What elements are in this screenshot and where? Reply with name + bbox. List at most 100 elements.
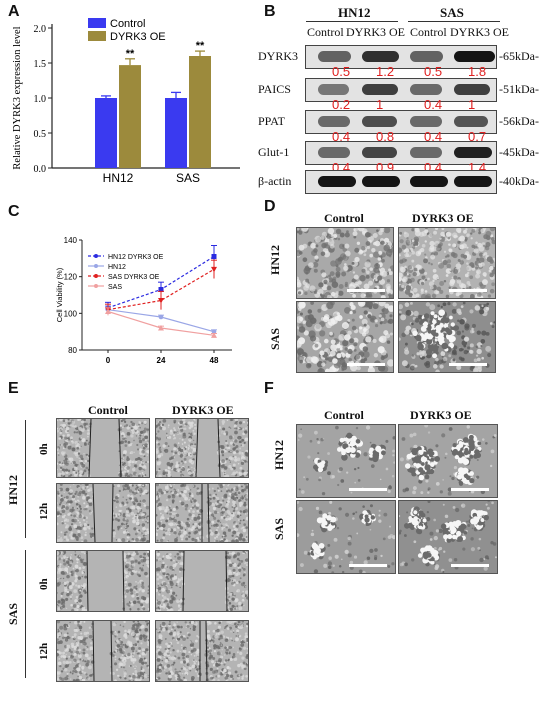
data-point xyxy=(158,325,164,331)
protein-band xyxy=(318,176,356,187)
protein-band xyxy=(362,176,400,187)
legend-marker xyxy=(94,274,98,278)
protein-band xyxy=(318,116,351,127)
group-label-hn12: HN12 xyxy=(338,5,371,20)
x-category-label: HN12 xyxy=(103,171,134,185)
lane-label-2: DYRK3 OE xyxy=(346,25,405,39)
protein-band xyxy=(410,147,443,158)
time-label-0h-sas: 0h xyxy=(38,578,50,590)
group-label-sas-e: SAS xyxy=(6,602,20,625)
quantification-value: 1 xyxy=(376,97,384,112)
col-label-oe-e: DYRK3 OE xyxy=(172,403,234,417)
micrograph-image xyxy=(57,419,149,477)
quantification-value: 0.4 xyxy=(332,129,351,144)
y-axis-label: Cell Viability (%) xyxy=(55,267,64,322)
micrograph-image xyxy=(399,501,497,573)
blot-strip xyxy=(305,170,497,194)
x-tick-label: 0 xyxy=(106,356,111,365)
bar xyxy=(119,65,141,168)
micrograph-image xyxy=(156,621,248,681)
lane-label-1: Control xyxy=(307,25,344,39)
data-point xyxy=(158,298,164,304)
sphere-hn12-control xyxy=(296,424,396,498)
protein-band xyxy=(454,176,492,187)
y-tick-label: 140 xyxy=(64,236,78,245)
wound-hn12-control-12h xyxy=(56,483,150,543)
quantification-value: 1.8 xyxy=(468,64,487,79)
protein-band xyxy=(454,84,490,95)
sphere-sas-control xyxy=(296,500,396,574)
y-tick-label: 100 xyxy=(64,309,78,318)
lane-label-3: Control xyxy=(410,25,447,39)
protein-label: Glut-1 xyxy=(258,145,290,159)
significance-mark: ** xyxy=(126,48,135,60)
molecular-weight-label: -65kDa- xyxy=(499,49,539,63)
legend-swatch xyxy=(88,18,106,28)
data-point xyxy=(158,287,164,292)
scale-bar xyxy=(451,488,489,491)
protein-band xyxy=(410,51,443,62)
molecular-weight-label: -51kDa- xyxy=(499,82,539,96)
protein-band xyxy=(318,147,351,158)
y-tick-label: 0.5 xyxy=(34,129,47,140)
data-point xyxy=(158,314,164,320)
micrograph-image xyxy=(156,419,248,477)
protein-band xyxy=(454,51,495,62)
micrograph-image xyxy=(156,551,248,611)
blot-strip xyxy=(305,78,497,102)
row-label-sas-f: SAS xyxy=(272,517,286,540)
x-tick-label: 48 xyxy=(210,356,219,365)
protein-band xyxy=(318,51,351,62)
data-point xyxy=(105,308,111,314)
series-line xyxy=(107,268,215,311)
legend-marker xyxy=(94,254,98,258)
molecular-weight-label: -45kDa- xyxy=(499,145,539,159)
sphere-hn12-oe xyxy=(398,424,498,498)
protein-band xyxy=(362,147,398,158)
legend-marker xyxy=(94,264,98,268)
wound-hn12-control-0h xyxy=(56,418,150,478)
col-label-control-d: Control xyxy=(324,211,364,225)
legend-label: SAS DYRK3 OE xyxy=(108,274,160,281)
data-point xyxy=(211,329,217,334)
quantification-value: 0.2 xyxy=(332,97,351,112)
scale-bar xyxy=(349,564,387,567)
protein-band xyxy=(362,84,398,95)
x-tick-label: 24 xyxy=(157,356,166,365)
panel-c-line-chart: 80 100 120 140 0 24 48 Cell Viability (%) HN12 D… xyxy=(55,236,232,365)
micrograph-image xyxy=(399,302,495,372)
y-tick-label: 80 xyxy=(68,346,77,355)
molecular-weight-label: -56kDa- xyxy=(499,114,539,128)
molecular-weight-label: -40kDa- xyxy=(499,174,539,188)
group-bracket-sas xyxy=(25,550,26,678)
col-label-oe-f: DYRK3 OE xyxy=(410,408,472,422)
protein-label: β-actin xyxy=(258,174,292,188)
protein-band xyxy=(318,84,350,95)
legend-label: HN12 DYRK3 OE xyxy=(108,254,164,261)
time-label-12h-hn12: 12h xyxy=(38,502,50,520)
y-tick-label: 120 xyxy=(64,273,78,282)
protein-label: PPAT xyxy=(258,114,285,128)
group-line-hn12 xyxy=(306,21,398,22)
wound-hn12-oe-0h xyxy=(155,418,249,478)
micrograph-image xyxy=(297,228,393,298)
protein-band xyxy=(410,84,443,95)
group-label-sas: SAS xyxy=(440,5,464,20)
protein-band xyxy=(362,116,397,127)
scale-bar xyxy=(347,363,385,366)
micrograph-image xyxy=(57,484,149,542)
time-label-0h-hn12: 0h xyxy=(38,443,50,455)
quantification-value: 1 xyxy=(468,97,476,112)
protein-label: PAICS xyxy=(258,82,291,96)
data-point xyxy=(211,266,217,273)
protein-label: DYRK3 xyxy=(258,49,299,63)
y-tick-label: 1.0 xyxy=(34,94,47,105)
wound-sas-control-0h xyxy=(56,550,150,612)
legend-label: Control xyxy=(110,18,145,30)
y-tick-label: 1.5 xyxy=(34,59,47,70)
row-label-hn12-f: HN12 xyxy=(272,440,286,470)
time-label-12h-sas: 12h xyxy=(38,642,50,660)
lane-label-4: DYRK3 OE xyxy=(450,25,509,39)
micrograph-hn12-oe-d xyxy=(398,227,496,299)
panel-label-d: D xyxy=(264,198,276,215)
